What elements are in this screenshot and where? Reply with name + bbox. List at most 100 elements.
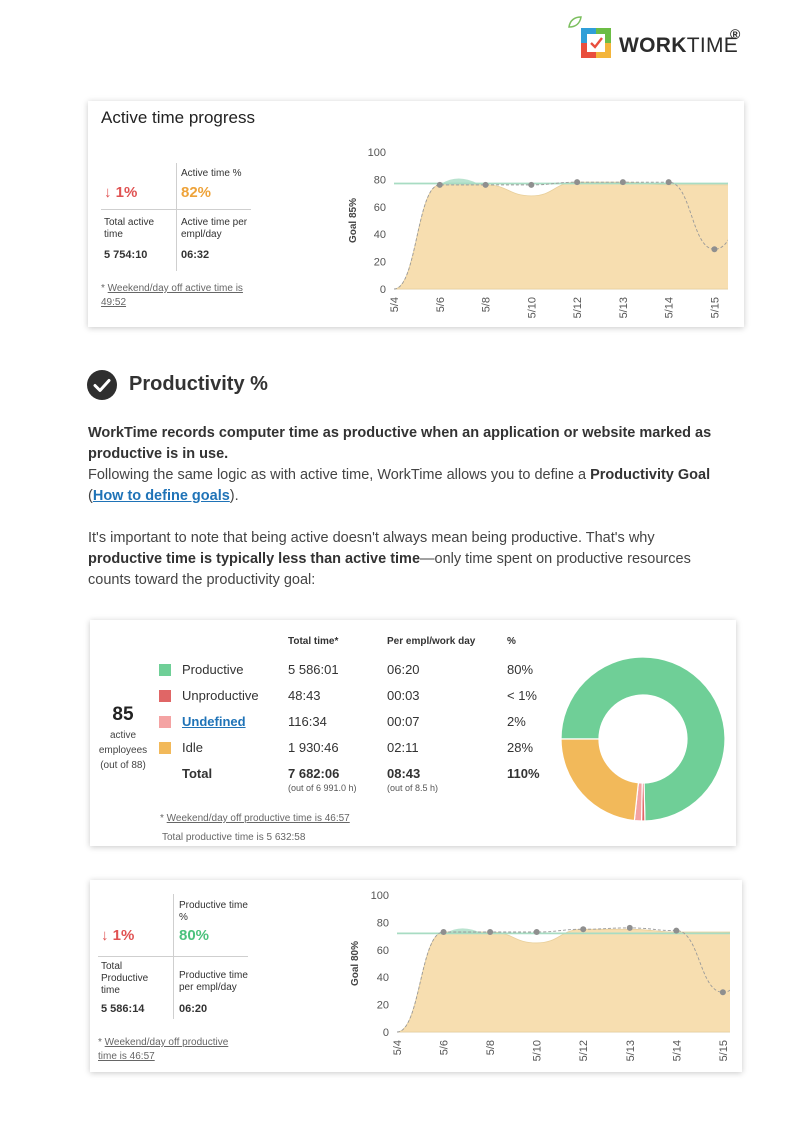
- row-per-idle: 02:11: [387, 740, 419, 755]
- total-per-empl: 08:43: [387, 766, 421, 781]
- data-point: [440, 928, 447, 935]
- paragraph-1: WorkTime records computer time as produc…: [88, 425, 712, 462]
- data-point: [533, 928, 540, 935]
- weekend-productive-link-3[interactable]: Weekend/day off productive: [104, 1037, 229, 1048]
- y-tick-label: 100: [371, 890, 389, 902]
- y-tick-label: 40: [374, 229, 386, 241]
- data-point: [665, 179, 672, 186]
- row-per-productive: 06:20: [387, 662, 420, 677]
- active-pct-label: Active time %: [181, 168, 242, 179]
- x-tick-label: 5/12: [578, 1040, 590, 1061]
- row-total-unproductive: 48:43: [288, 688, 321, 703]
- x-tick-label: 5/4: [389, 297, 401, 312]
- y-tick-label: 60: [377, 945, 389, 957]
- x-tick-label: 5/14: [671, 1040, 683, 1061]
- x-tick-label: 5/12: [572, 297, 584, 318]
- weekend-productive-link-3b[interactable]: time is 46:57: [98, 1051, 155, 1062]
- employees-label-1: active: [109, 730, 137, 741]
- section-title: Productivity %: [129, 373, 268, 395]
- row-label-unproductive: Unproductive: [182, 688, 259, 703]
- data-point: [673, 927, 680, 934]
- weekend-active-link[interactable]: Weekend/day off active time is: [107, 283, 243, 294]
- active-per-empl-label: Active time per empl/day: [181, 217, 248, 240]
- active-per-empl-value: 06:32: [181, 249, 210, 261]
- row-label-undefined-link[interactable]: Undefined: [182, 714, 246, 729]
- slice-idle: [560, 738, 640, 822]
- trend-dashed-line: [393, 181, 728, 290]
- total-total-time: 7 682:06: [288, 766, 340, 781]
- how-to-define-goals-link[interactable]: How to define goals: [92, 488, 230, 504]
- total-productive-note: Total productive time is 5 632:58: [162, 832, 306, 843]
- total-active-value: 5 754:10: [104, 249, 148, 261]
- y-axis-label: Goal 85%: [348, 198, 359, 243]
- y-tick-label: 80: [374, 174, 386, 186]
- table-divider-h: [101, 209, 251, 210]
- logo-registered-mark: ®: [730, 26, 741, 42]
- productive-footnote: * Weekend/day off productive time is 46:…: [160, 813, 350, 824]
- x-tick-label: 5/6: [439, 1040, 451, 1055]
- productivity-donut-chart: [560, 656, 726, 822]
- x-tick-label: 5/4: [392, 1040, 404, 1055]
- series-area: [396, 928, 730, 1033]
- header-total-time: Total time*: [288, 636, 339, 647]
- total-per-sub: (out of 8.5 h): [387, 783, 439, 793]
- data-point: [626, 924, 633, 931]
- x-tick-label: 5/13: [625, 1040, 637, 1061]
- data-point: [580, 926, 587, 933]
- y-tick-label: 40: [377, 972, 389, 984]
- data-point: [528, 181, 535, 188]
- productive-chart-footnote: * Weekend/day off productive time is 46:…: [98, 1037, 229, 1062]
- data-point: [482, 181, 489, 188]
- legend-swatch-productive: [159, 664, 171, 676]
- total-productive-label: Total Productive time: [101, 961, 149, 996]
- x-tick-label: 5/8: [485, 1040, 497, 1055]
- slice-productive: [560, 656, 726, 822]
- header-per-empl: Per empl/work day: [387, 636, 476, 647]
- y-tick-label: 60: [374, 202, 386, 214]
- y-tick-label: 100: [368, 147, 386, 159]
- active-time-progress-panel: Active time progress ↓ 1% Active time % …: [88, 101, 744, 327]
- logo-text: WORKTIME: [619, 34, 739, 57]
- row-total-idle: 1 930:46: [288, 740, 339, 755]
- row-per-undefined: 00:07: [387, 714, 420, 729]
- row-label-productive: Productive: [182, 662, 244, 677]
- data-point: [574, 179, 581, 186]
- x-tick-label: 5/15: [709, 297, 721, 318]
- productive-per-empl-label: Productive time per empl/day: [179, 970, 248, 993]
- row-pct-idle: 28%: [507, 740, 534, 755]
- data-point: [711, 246, 718, 253]
- data-point: [436, 181, 443, 188]
- x-tick-label: 5/10: [532, 1040, 544, 1061]
- weekend-productive-link[interactable]: Weekend/day off productive time is 46:57: [166, 813, 350, 824]
- x-tick-label: 5/13: [618, 297, 630, 318]
- productivity-summary-panel: 85 active employees (out of 88) Total ti…: [90, 620, 736, 846]
- active-change-value: ↓ 1%: [104, 184, 138, 201]
- checkmark-circle-icon: [87, 370, 117, 400]
- row-label-idle: Idle: [182, 740, 203, 755]
- table-divider-v: [176, 163, 177, 271]
- data-point: [619, 179, 626, 186]
- employees-label-3: (out of 88): [100, 760, 146, 771]
- row-per-unproductive: 00:03: [387, 688, 420, 703]
- weekend-active-link-2[interactable]: 49:52: [101, 297, 127, 308]
- row-total-productive: 5 586:01: [288, 662, 339, 677]
- row-pct-undefined: 2%: [507, 714, 526, 729]
- y-tick-label: 20: [377, 1000, 389, 1012]
- row-total-undefined: 116:34: [288, 714, 327, 729]
- total-label: Total: [182, 766, 213, 781]
- productive-per-empl-value: 06:20: [179, 1003, 208, 1015]
- logo-mark-icon: [581, 28, 611, 58]
- row-pct-unproductive: < 1%: [507, 688, 537, 703]
- y-tick-label: 80: [377, 917, 389, 929]
- worktime-logo: WORKTIME ®: [568, 16, 748, 60]
- x-tick-label: 5/6: [435, 297, 447, 312]
- y-axis-label: Goal 80%: [350, 941, 361, 986]
- productive-time-progress-panel: ↓ 1% Productive time % 80% Total Product…: [90, 880, 742, 1072]
- active-footnote: * Weekend/day off active time is 49:52: [101, 283, 243, 308]
- panel-title: Active time progress: [101, 108, 255, 127]
- x-tick-label: 5/14: [664, 297, 676, 318]
- total-percent: 110%: [507, 766, 540, 781]
- row-pct-productive: 80%: [507, 662, 534, 677]
- productive-time-chart: Goal 80% 0 20 40 60 80 100 5/4 5/6 5/8 5/10 5/12 5/1…: [350, 890, 730, 1061]
- table-divider-h: [98, 956, 248, 957]
